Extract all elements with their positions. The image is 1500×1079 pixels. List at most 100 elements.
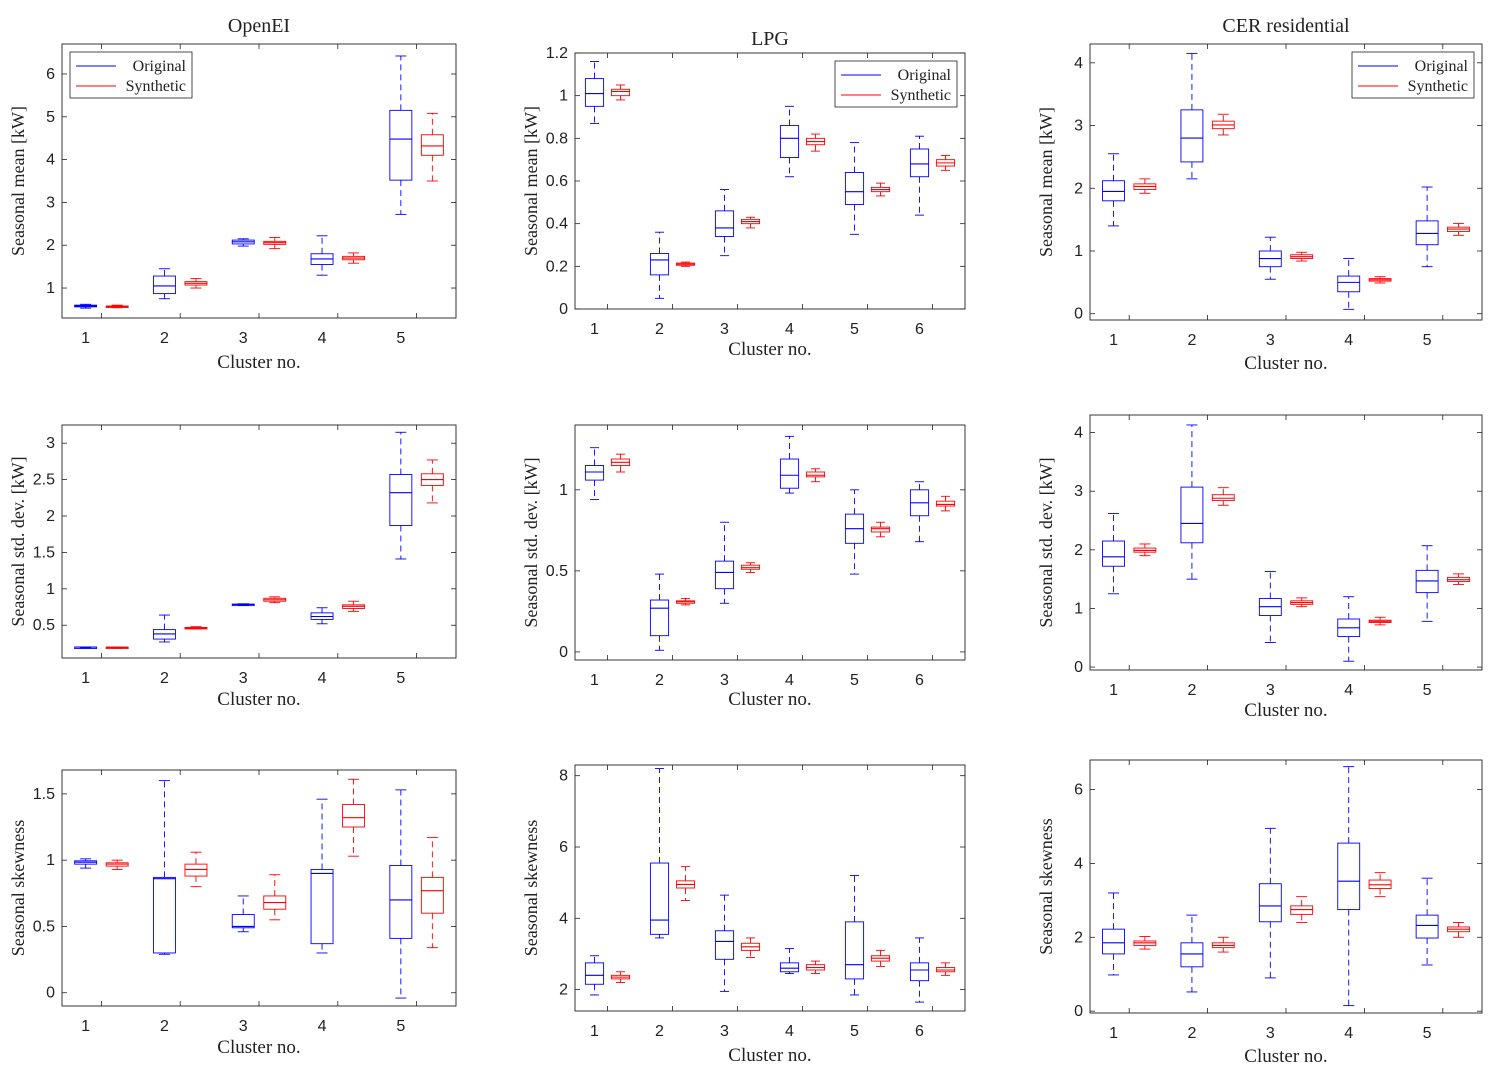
- box-original-cluster-2: [1180, 424, 1204, 580]
- x-tick-label: 2: [655, 1023, 664, 1040]
- box-iqr: [714, 210, 735, 237]
- box-original-cluster-1: [1102, 892, 1125, 976]
- box-original-cluster-2: [1180, 914, 1204, 993]
- box-synthetic-cluster-2: [675, 866, 696, 901]
- y-tick-label: 2: [46, 237, 55, 254]
- y-tick-label: 1: [46, 581, 55, 598]
- box-iqr: [1180, 942, 1204, 968]
- box-original-cluster-4: [1337, 258, 1361, 310]
- y-axis-label: Seasonal mean [kW]: [1036, 107, 1056, 257]
- x-tick-label: 5: [396, 1018, 405, 1035]
- box-synthetic-cluster-1: [105, 646, 129, 650]
- y-tick-label: 1: [559, 482, 568, 499]
- x-tick-label: 4: [1344, 332, 1353, 349]
- y-tick-label: 0: [559, 644, 568, 661]
- box-iqr: [389, 474, 413, 526]
- y-tick-label: 5: [46, 109, 55, 126]
- x-axis-label: Cluster no.: [217, 1037, 300, 1058]
- x-tick-label: 5: [1423, 682, 1432, 699]
- x-axis-label: Cluster no.: [728, 339, 811, 360]
- panel-5: 0 0.5 1 1 2 3 4 5 6 Cluster no. Seasonal std. dev.…: [521, 424, 966, 710]
- y-tick-label: 2: [1074, 542, 1083, 559]
- box-synthetic-cluster-2: [184, 278, 208, 289]
- box-iqr: [714, 560, 735, 590]
- box-synthetic-cluster-5: [870, 182, 891, 197]
- x-axis-label: Cluster no.: [217, 689, 300, 710]
- y-tick-label: 3: [1074, 483, 1083, 500]
- x-tick-label: 1: [590, 321, 599, 338]
- box-iqr: [779, 962, 800, 973]
- y-tick-label: 2: [1074, 929, 1083, 946]
- box-iqr: [420, 876, 444, 914]
- box-original-cluster-1: [584, 61, 605, 124]
- box-synthetic-cluster-2: [184, 626, 208, 630]
- box-original-cluster-3: [231, 238, 255, 247]
- x-tick-label: 2: [160, 330, 169, 347]
- box-synthetic-cluster-1: [1133, 936, 1157, 950]
- panel-2: 0 0.2 0.4 0.6 0.8 1 1.2 1 2 3 4 5 6 LPG Cluster no. Sea…: [521, 28, 966, 360]
- box-iqr: [935, 500, 956, 507]
- x-tick-label: 6: [915, 1023, 924, 1040]
- axes-frame: [1089, 414, 1483, 671]
- box-iqr: [805, 471, 826, 478]
- box-original-cluster-1: [1102, 153, 1125, 227]
- x-tick-label: 4: [318, 1018, 327, 1035]
- box-original-cluster-3: [1258, 571, 1282, 643]
- y-tick-label: 1.2: [546, 45, 568, 62]
- box-synthetic-cluster-5: [420, 837, 444, 949]
- box-iqr: [152, 275, 176, 295]
- y-tick-label: 1: [46, 852, 55, 869]
- y-axis-label: Seasonal skewness: [8, 820, 28, 956]
- box-synthetic-cluster-2: [1211, 113, 1235, 136]
- box-synthetic-cluster-5: [420, 459, 444, 504]
- x-tick-label: 6: [915, 321, 924, 338]
- box-iqr: [1180, 109, 1204, 163]
- x-tick-label: 4: [1344, 682, 1353, 699]
- y-tick-label: 6: [1074, 782, 1083, 799]
- y-tick-label: 1: [1074, 600, 1083, 617]
- y-tick-label: 4: [559, 910, 568, 927]
- x-tick-label: 3: [720, 321, 729, 338]
- box-synthetic-cluster-1: [105, 304, 129, 309]
- box-synthetic-cluster-3: [263, 596, 287, 604]
- y-tick-label: 4: [46, 152, 55, 169]
- x-tick-label: 3: [1266, 1025, 1275, 1042]
- box-iqr: [152, 876, 176, 954]
- box-synthetic-cluster-5: [1447, 573, 1470, 585]
- box-iqr: [1415, 914, 1439, 939]
- x-tick-label: 3: [239, 1018, 248, 1035]
- box-original-cluster-3: [231, 895, 255, 933]
- legend: Original Synthetic: [69, 51, 193, 99]
- box-iqr: [1102, 928, 1125, 955]
- box-synthetic-cluster-5: [1447, 222, 1470, 236]
- x-tick-label: 4: [318, 670, 327, 687]
- y-tick-label: 3: [46, 435, 55, 452]
- box-original-cluster-3: [231, 603, 255, 607]
- box-original-cluster-2: [1180, 52, 1204, 180]
- legend: Original Synthetic: [1351, 51, 1475, 99]
- x-axis-label: Cluster no.: [728, 1045, 811, 1066]
- y-tick-label: 1: [46, 280, 55, 297]
- x-axis-label: Cluster no.: [217, 352, 300, 373]
- box-synthetic-cluster-6: [935, 154, 956, 171]
- legend-box: [1351, 51, 1475, 99]
- box-original-cluster-4: [310, 607, 334, 625]
- chart-title: CER residential: [1222, 15, 1350, 37]
- y-tick-label: 0.5: [33, 617, 55, 634]
- box-original-cluster-5: [844, 489, 865, 575]
- x-tick-label: 2: [1187, 1025, 1196, 1042]
- box-iqr: [779, 458, 800, 489]
- box-iqr: [844, 172, 865, 205]
- box-original-cluster-1: [74, 303, 98, 309]
- y-tick-label: 8: [559, 768, 568, 785]
- y-tick-label: 2: [46, 508, 55, 525]
- legend: Original Synthetic: [834, 60, 958, 108]
- box-iqr: [779, 125, 800, 158]
- x-tick-label: 5: [850, 321, 859, 338]
- x-tick-label: 3: [720, 672, 729, 689]
- box-synthetic-cluster-3: [263, 237, 287, 250]
- box-original-cluster-6: [909, 135, 930, 216]
- x-tick-label: 4: [1344, 1025, 1353, 1042]
- x-axis-label: Cluster no.: [1244, 1046, 1327, 1067]
